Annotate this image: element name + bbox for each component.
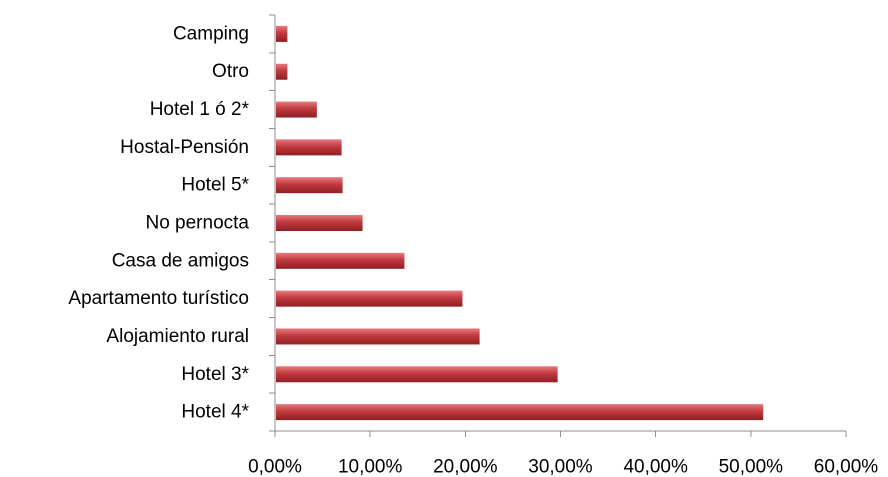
- category-label: Casa de amigos: [112, 250, 249, 271]
- category-label: Hotel 1 ó 2*: [150, 99, 250, 120]
- x-tick-label: 20,00%: [433, 457, 498, 477]
- bar-casa-de-amigos: [276, 252, 405, 269]
- category-label: Otro: [212, 61, 249, 82]
- axes-layer: [269, 14, 847, 437]
- category-label: Hotel 3*: [181, 364, 249, 385]
- category-label: Hostal-Pensión: [120, 137, 249, 158]
- x-tick-label: 10,00%: [338, 457, 403, 477]
- bar-apartamento-tur-stico: [276, 290, 463, 307]
- labels-layer: Camping Otro Hotel 1 ó 2* Hostal-Pensión Hot…: [68, 23, 878, 477]
- category-label: Alojamiento rural: [106, 326, 249, 347]
- bar-hostal-pensi-n: [276, 139, 342, 156]
- bar-hotel-1-2: [276, 101, 317, 118]
- bar-hotel-3: [276, 366, 558, 383]
- bar-camping: [276, 25, 288, 42]
- category-label: Camping: [173, 23, 249, 44]
- category-label: Hotel 4*: [181, 402, 249, 423]
- x-tick-label: 30,00%: [528, 457, 593, 477]
- category-label: Hotel 5*: [181, 175, 249, 196]
- x-tick-label: 40,00%: [623, 457, 688, 477]
- x-tick-label: 0,00%: [248, 457, 302, 477]
- category-label: Apartamento turístico: [68, 288, 249, 309]
- bar-alojamiento-rural: [276, 328, 480, 345]
- bar-otro: [276, 63, 288, 80]
- category-label: No pernocta: [145, 213, 249, 234]
- bar-no-pernocta: [276, 215, 363, 231]
- x-tick-label: 50,00%: [719, 457, 784, 477]
- bar-hotel-5: [276, 177, 343, 194]
- bar-hotel-4: [276, 404, 764, 421]
- bars-layer: [276, 25, 764, 421]
- x-tick-label: 60,00%: [814, 457, 879, 477]
